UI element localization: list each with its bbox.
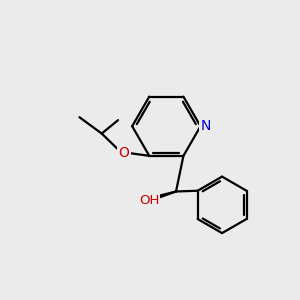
Text: O: O xyxy=(118,146,129,160)
Text: N: N xyxy=(200,119,211,133)
Text: H: H xyxy=(138,192,148,206)
Text: OH: OH xyxy=(139,194,159,207)
